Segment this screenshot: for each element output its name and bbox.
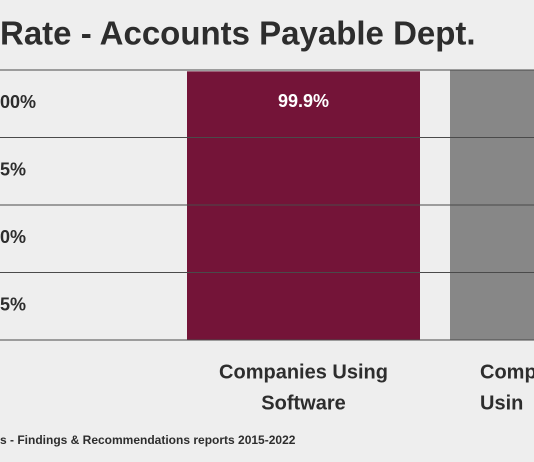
value-label: 99.9%: [278, 91, 329, 111]
source-note: s - Findings & Recommendations reports 2…: [0, 433, 296, 447]
chart-title: Rate - Accounts Payable Dept.: [0, 15, 476, 52]
y-tick-label: 5%: [0, 294, 26, 314]
x-tick-label: Comp: [480, 361, 534, 383]
y-tick-label: 0%: [0, 227, 26, 247]
bar: [187, 71, 420, 340]
x-tick-label: Companies Using: [219, 361, 388, 383]
y-tick-label: 5%: [0, 159, 26, 179]
y-tick-label: 00%: [0, 92, 36, 112]
x-tick-label: Software: [261, 392, 345, 414]
x-tick-label: Usin: [480, 392, 523, 414]
